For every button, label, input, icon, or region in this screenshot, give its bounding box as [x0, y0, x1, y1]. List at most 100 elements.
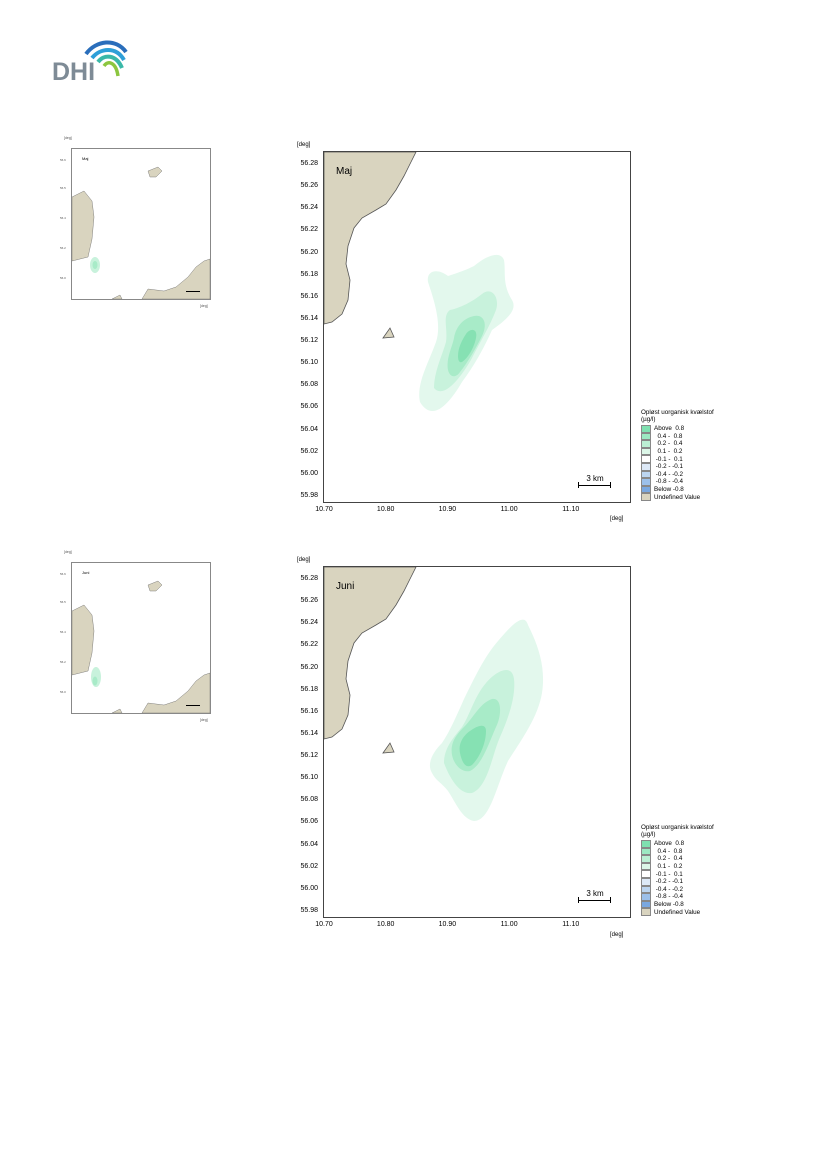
thumbnail-frame	[71, 148, 211, 300]
y-tick-label: 56.26	[300, 182, 318, 190]
legend-item: -0.4 - -0.2	[641, 470, 731, 479]
y-tick-label: 56.04	[300, 425, 318, 433]
x-tick-label: 11.00	[500, 506, 518, 513]
legend-swatch	[641, 493, 651, 501]
legend-item-label: 0.1 - 0.2	[654, 448, 683, 456]
y-tick-label: 56.20	[300, 248, 318, 256]
legend-item: Above 0.8	[641, 840, 731, 848]
y-tick-label: 56.18	[300, 685, 318, 693]
y-tick-label: 56.14	[300, 729, 318, 737]
scale-bar: 3 km	[578, 889, 612, 903]
x-tick-label: 10.80	[376, 921, 395, 928]
y-tick-label: 55.98	[300, 907, 318, 914]
legend-swatch	[641, 908, 651, 916]
x-tick-label: 10.70	[315, 921, 333, 928]
legend-item-label: -0.4 - -0.2	[654, 885, 684, 893]
legend-swatch	[641, 432, 651, 441]
legend-swatch	[641, 877, 651, 886]
y-tick-label: 56.14	[300, 314, 318, 322]
legend-swatch	[641, 447, 651, 456]
x-tick-label: 10.90	[438, 921, 457, 928]
dhi-logo: DHI	[50, 36, 130, 86]
legend-item: -0.8 - -0.4	[641, 478, 731, 486]
y-tick-label: 56.18	[300, 270, 318, 278]
legend-swatch	[641, 485, 651, 494]
legend-swatch	[641, 478, 651, 486]
legend-item: Undefined Value	[641, 493, 731, 501]
legend-item-label: 0.2 - 0.4	[654, 855, 683, 863]
legend-item-label: -0.2 - -0.1	[654, 463, 684, 471]
legend-item: 0.4 - 0.8	[641, 432, 731, 441]
thumbnail-map-maj: [deg] 56.6 56.5 56.4 56.2 56.0 Maj [deg]	[60, 136, 211, 308]
map-label: Juni	[336, 581, 355, 592]
x-tick-label: 10.80	[376, 506, 395, 513]
legend-item: 0.2 - 0.4	[641, 855, 731, 863]
scale-bar: 3 km	[578, 474, 612, 488]
x-tick-label: 11.10	[562, 921, 580, 928]
legend-swatch	[641, 900, 651, 909]
legend-swatch	[641, 440, 651, 448]
legend-title: Opløst uorganisk kvælstof	[641, 824, 714, 831]
legend-item-label: Below -0.8	[654, 901, 684, 909]
legend-item: Undefined Value	[641, 908, 731, 916]
legend-swatch	[641, 855, 651, 863]
legend-swatch	[641, 847, 651, 856]
legend: Opløst uorganisk kvælstof (µg/l) Above 0…	[641, 824, 731, 916]
legend-item-label: Undefined Value	[654, 493, 701, 501]
legend-item: 0.1 - 0.2	[641, 862, 731, 871]
legend-item-label: Undefined Value	[654, 908, 701, 916]
legend-item: -0.2 - -0.1	[641, 462, 731, 471]
legend-item-label: -0.8 - -0.4	[654, 893, 684, 901]
y-tick-label: 56.02	[300, 862, 318, 870]
y-tick-label: 56.06	[300, 403, 318, 411]
y-tick-label: 56.08	[300, 381, 318, 389]
x-axis-unit: [deg]	[610, 516, 624, 522]
y-tick-label: 56.10	[300, 359, 318, 367]
y-tick-label: 56.12	[300, 337, 318, 345]
legend-item-label: -0.4 - -0.2	[654, 470, 684, 478]
x-tick-label: 10.90	[438, 506, 457, 513]
y-tick-label: 56.04	[300, 840, 318, 848]
legend-item: 0.1 - 0.2	[641, 447, 731, 456]
legend-item: -0.2 - -0.1	[641, 877, 731, 886]
y-tick-label: 55.98	[300, 492, 318, 499]
y-axis-unit: [deg]	[297, 557, 311, 563]
y-tick-label: 56.24	[300, 619, 318, 627]
x-tick-label: 10.70	[315, 506, 333, 513]
y-tick-label: 56.08	[300, 796, 318, 804]
legend-item: -0.1 - 0.1	[641, 870, 731, 878]
y-tick-label: 56.06	[300, 818, 318, 826]
map-svg	[324, 152, 514, 412]
legend-swatch	[641, 870, 651, 878]
legend-item-label: 0.4 - 0.8	[654, 847, 683, 855]
legend-swatch	[641, 425, 651, 433]
legend-item: 0.2 - 0.4	[641, 440, 731, 448]
legend-item: -0.1 - 0.1	[641, 455, 731, 463]
y-tick-label: 56.16	[300, 292, 318, 300]
thumbnail-map-svg	[72, 580, 210, 713]
map-label: Maj	[336, 166, 353, 177]
y-tick-label: 56.00	[300, 884, 318, 892]
legend-item-label: Above 0.8	[654, 840, 685, 848]
legend-item-label: 0.4 - 0.8	[654, 432, 683, 440]
logo-text: DHI	[52, 58, 96, 86]
legend-swatch	[641, 862, 651, 871]
x-tick-label: 11.10	[562, 506, 580, 513]
legend-unit: (µg/l)	[641, 831, 656, 838]
legend-item-label: -0.2 - -0.1	[654, 878, 684, 886]
y-tick-label: 56.12	[300, 752, 318, 760]
x-axis-unit: [deg]	[610, 932, 624, 938]
y-tick-label: 56.10	[300, 774, 318, 782]
thumbnail-map-svg	[72, 166, 210, 299]
y-tick-label: 56.20	[300, 663, 318, 671]
legend-item-label: -0.1 - 0.1	[654, 870, 683, 878]
x-tick-label: 11.00	[500, 921, 518, 928]
legend-item: -0.8 - -0.4	[641, 893, 731, 901]
main-map-maj: Maj 3 km	[323, 151, 631, 503]
y-tick-label: 56.28	[300, 160, 318, 167]
legend-item-label: -0.8 - -0.4	[654, 478, 684, 486]
y-tick-label: 56.16	[300, 707, 318, 715]
y-tick-label: 56.02	[300, 447, 318, 455]
y-axis-unit: [deg]	[297, 142, 311, 148]
thumbnail-frame	[71, 562, 211, 714]
